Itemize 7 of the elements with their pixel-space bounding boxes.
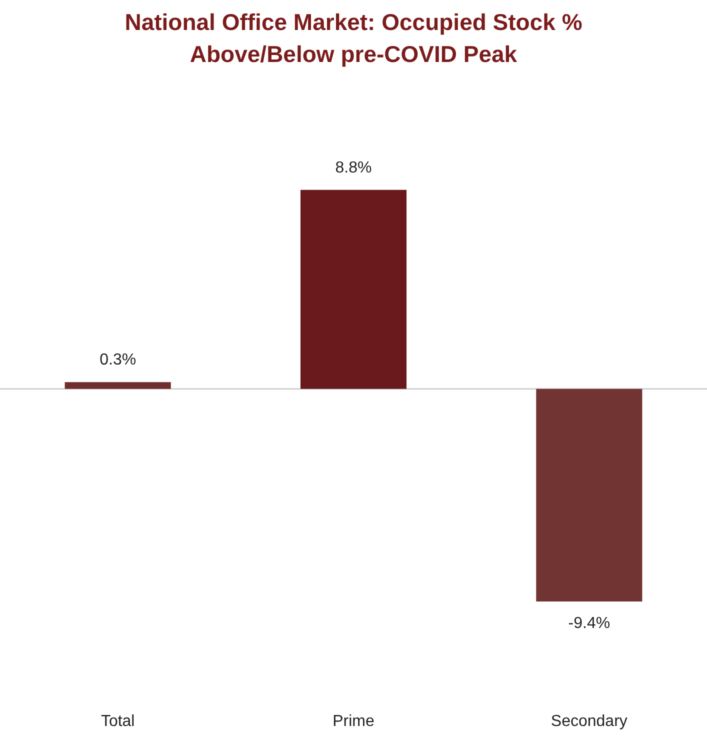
x-tick-label: Prime bbox=[332, 712, 374, 730]
data-label: 8.8% bbox=[335, 159, 372, 176]
data-label: 0.3% bbox=[100, 352, 136, 369]
x-tick-label: Secondary bbox=[550, 712, 628, 730]
x-tick-label: Total bbox=[100, 712, 135, 730]
data-label: -9.4% bbox=[568, 614, 610, 632]
chart-title: National Office Market: Occupied Stock % Above/Below pre-COVID Peak bbox=[124, 8, 584, 69]
